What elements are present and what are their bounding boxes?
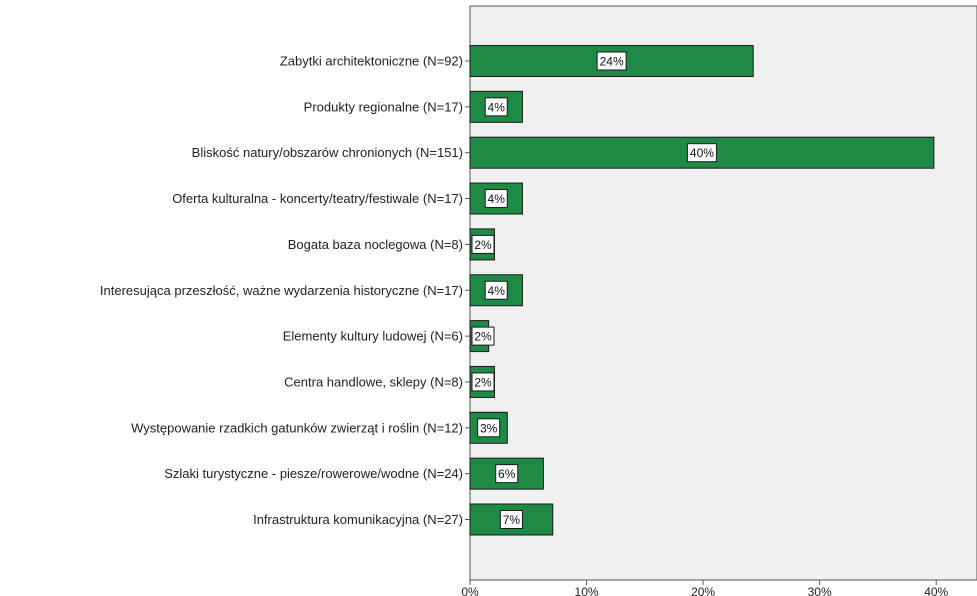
plot-area [469,5,977,581]
bar [469,90,523,123]
data-label: 6% [498,467,516,481]
data-label-box [471,326,495,346]
data-label-box [499,510,523,529]
category-label: Produkty regionalne (N=17) [304,99,463,114]
category-label: Bogata baza noclegowa (N=8) [288,237,463,252]
category-label: Występowanie rzadkich gatunków zwierząt … [131,420,463,435]
data-label-box [484,97,508,117]
category-label: Centra handlowe, sklepy (N=8) [284,374,463,389]
data-label: 2% [474,238,492,252]
data-label-box [495,464,519,484]
category-label: Infrastruktura komunikacyjna (N=27) [253,512,463,527]
x-tick-label: 20% [691,585,715,596]
data-label-box [471,234,495,254]
x-tick-label: 0% [461,585,479,596]
data-label: 4% [488,100,506,114]
x-tick-label: 10% [575,585,599,596]
category-label: Zabytki architektoniczne (N=92) [280,54,463,69]
data-label-box [471,372,495,392]
data-label-box [686,143,717,163]
data-label-box [596,51,627,71]
data-label: 40% [690,146,714,160]
data-label: 2% [474,375,492,389]
data-label: 24% [600,55,624,69]
bars-group: 24% 4% 40% 4% 2% 4% 2% 2% 3% 6% 7% [469,45,935,536]
category-label: Bliskość natury/obszarów chronionych (N=… [192,145,463,160]
data-label-box [484,189,508,209]
category-label: Interesująca przeszłość, ważne wydarzeni… [100,283,463,298]
data-label: 7% [503,513,521,527]
axes-group: Zabytki architektoniczne (N=92) Produkty … [100,54,949,596]
category-label: Oferta kulturalna - koncerty/teatry/fest… [172,191,463,206]
data-label: 4% [488,284,506,298]
x-tick-label: 40% [924,585,948,596]
category-label: Szlaki turystyczne - piesze/rowerowe/wod… [164,466,463,481]
category-label: Elementy kultury ludowej (N=6) [283,329,463,344]
data-label-box [484,280,508,300]
data-label: 4% [488,192,506,206]
x-tick-label: 30% [808,585,832,596]
data-label: 3% [480,421,498,435]
data-label-box [477,418,501,438]
data-label: 2% [474,330,492,344]
